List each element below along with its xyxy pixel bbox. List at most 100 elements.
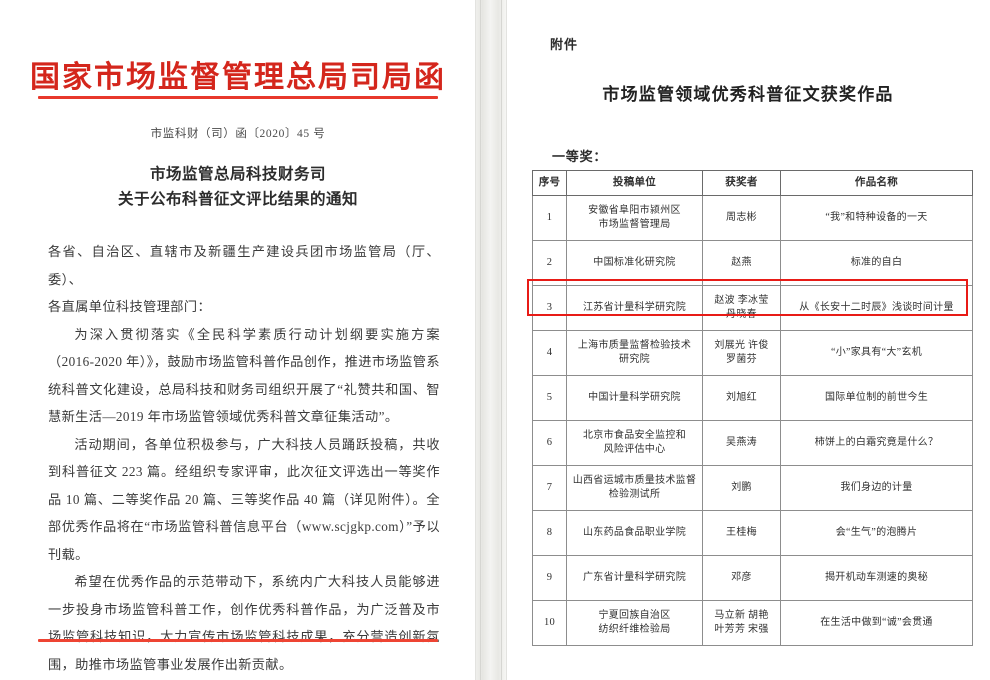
cell-no: 4 bbox=[532, 330, 567, 376]
cell-work-title: 会“生气”的泡腾片 bbox=[780, 510, 973, 556]
cell-unit: 山东药品食品职业学院 bbox=[566, 510, 703, 556]
cell-unit-line-1: 山西省运城市质量技术监督 bbox=[572, 475, 697, 486]
award-table-container: 序号 投稿单位 获奖者 作品名称 1 安徽省阜阳市颍州区 市场监督管理局 周志彬 “我”… bbox=[532, 170, 973, 646]
attachment-label: 附件 bbox=[550, 37, 579, 52]
right-page: 附件 市场监管领域优秀科普征文获奖作品 一等奖： 序号 投稿单位 获奖者 作品名… bbox=[506, 0, 990, 680]
footer-red-rule bbox=[38, 639, 438, 642]
cell-winner: 邓彦 bbox=[702, 555, 781, 601]
left-page: 国家市场监督管理总局司局函 市监科财（司）函〔2020〕45 号 市场监管总局科… bbox=[0, 0, 476, 680]
cell-no: 2 bbox=[532, 240, 567, 286]
table-row: 3 江苏省计量科学研究院 赵波 李冰莹 丹晓春 从《长安十二时辰》浅谈时间计量 bbox=[532, 285, 973, 331]
letterhead-red-rule bbox=[38, 96, 438, 99]
cell-unit-line-1: 北京市食品安全监控和 bbox=[583, 430, 686, 441]
cell-winner-line-2: 罗菌芬 bbox=[726, 354, 757, 365]
notice-title-line-1: 市场监管总局科技财务司 bbox=[149, 166, 326, 183]
cell-unit: 安徽省阜阳市颍州区 市场监督管理局 bbox=[566, 195, 703, 241]
table-row: 6 北京市食品安全监控和 风险评估中心 吴燕涛 柿饼上的白霜究竟是什么？ bbox=[532, 420, 973, 466]
cell-no: 3 bbox=[532, 285, 567, 331]
cell-unit-line-1: 中国计量科学研究院 bbox=[588, 392, 681, 403]
cell-unit: 宁夏回族自治区 纺织纤维检验局 bbox=[566, 600, 703, 646]
cell-winner: 刘展光 许俊 罗菌芬 bbox=[702, 330, 781, 376]
cell-unit-line-1: 广东省计量科学研究院 bbox=[583, 572, 686, 583]
cell-unit-line-1: 宁夏回族自治区 bbox=[598, 610, 671, 621]
cell-unit-line-2: 市场监督管理局 bbox=[598, 219, 671, 230]
cell-winner: 王桂梅 bbox=[702, 510, 781, 556]
cell-unit-line-2: 研究院 bbox=[619, 354, 650, 365]
cell-unit-line-1: 山东药品食品职业学院 bbox=[583, 527, 686, 538]
table-header-row: 序号 投稿单位 获奖者 作品名称 bbox=[532, 170, 973, 196]
cell-unit-line-1: 江苏省计量科学研究院 bbox=[583, 302, 686, 313]
column-header-no: 序号 bbox=[532, 170, 567, 196]
notice-title-line-2: 关于公布科普征文评比结果的通知 bbox=[117, 191, 358, 208]
cell-winner-line-1: 周志彬 bbox=[726, 212, 757, 223]
cell-unit-line-2: 检验测试所 bbox=[608, 489, 661, 500]
table-row: 10 宁夏回族自治区 纺织纤维检验局 马立新 胡艳 叶芳芳 宋强 在生活中做到“诚”会贯通 bbox=[532, 600, 973, 646]
letterhead-title: 国家市场监督管理总局司局函 bbox=[30, 61, 446, 94]
body-paragraph-1: 为深入贯彻落实《全民科学素质行动计划纲要实施方案（2016-2020 年）》，鼓… bbox=[48, 326, 440, 425]
cell-winner-line-1: 刘展光 许俊 bbox=[714, 340, 769, 351]
cell-no: 8 bbox=[532, 510, 567, 556]
cell-winner: 周志彬 bbox=[702, 195, 781, 241]
cell-winner-line-2: 丹晓春 bbox=[726, 309, 757, 320]
cell-work-title: 标准的自白 bbox=[780, 240, 973, 286]
cell-unit: 江苏省计量科学研究院 bbox=[566, 285, 703, 331]
column-header-winner: 获奖者 bbox=[702, 170, 781, 196]
cell-winner: 刘旭红 bbox=[702, 375, 781, 421]
cell-work-title: 国际单位制的前世今生 bbox=[780, 375, 973, 421]
cell-unit: 上海市质量监督检验技术 研究院 bbox=[566, 330, 703, 376]
cell-unit-line-1: 中国标准化研究院 bbox=[593, 257, 676, 268]
table-row: 2 中国标准化研究院 赵燕 标准的自白 bbox=[532, 240, 973, 286]
cell-work-title: 我们身边的计量 bbox=[780, 465, 973, 511]
column-header-unit: 投稿单位 bbox=[566, 170, 703, 196]
table-row: 8 山东药品食品职业学院 王桂梅 会“生气”的泡腾片 bbox=[532, 510, 973, 556]
gutter-edge-left bbox=[480, 0, 481, 680]
cell-no: 5 bbox=[532, 375, 567, 421]
notice-body: 各省、自治区、直辖市及新疆生产建设兵团市场监管局（厅、委）、 各直属单位科技管理… bbox=[48, 238, 440, 678]
cell-winner-line-1: 赵燕 bbox=[731, 257, 752, 268]
notice-title: 市场监管总局科技财务司 关于公布科普征文评比结果的通知 bbox=[40, 162, 436, 212]
cell-work-title: 柿饼上的白霜究竟是什么？ bbox=[780, 420, 973, 466]
cell-unit-line-1: 上海市质量监督检验技术 bbox=[577, 340, 692, 351]
cell-unit: 北京市食品安全监控和 风险评估中心 bbox=[566, 420, 703, 466]
cell-winner-line-1: 赵波 李冰莹 bbox=[714, 295, 769, 306]
cell-winner-line-1: 王桂梅 bbox=[726, 527, 757, 538]
cell-unit-line-2: 纺织纤维检验局 bbox=[598, 624, 671, 635]
cell-winner: 刘鹏 bbox=[702, 465, 781, 511]
cell-winner-line-1: 马立新 胡艳 bbox=[714, 610, 769, 621]
document-number: 市监科财（司）函〔2020〕45 号 bbox=[150, 128, 326, 140]
body-paragraph-2: 活动期间，各单位积极参与，广大科技人员踊跃投稿，共收到科普征文 223 篇。经组… bbox=[48, 436, 440, 562]
cell-winner: 赵燕 bbox=[702, 240, 781, 286]
cell-winner: 赵波 李冰莹 丹晓春 bbox=[702, 285, 781, 331]
cell-no: 10 bbox=[532, 600, 567, 646]
column-header-title: 作品名称 bbox=[780, 170, 973, 196]
cell-work-title: “小”家具有“大”玄机 bbox=[780, 330, 973, 376]
cell-unit-line-1: 安徽省阜阳市颍州区 bbox=[588, 205, 681, 216]
cell-unit: 中国计量科学研究院 bbox=[566, 375, 703, 421]
cell-winner-line-2: 叶芳芳 宋强 bbox=[714, 624, 769, 635]
body-paragraph-3: 希望在优秀作品的示范带动下，系统内广大科技人员能够进一步投身市场监管科普工作，创… bbox=[48, 574, 440, 672]
cell-work-title: 在生活中做到“诚”会贯通 bbox=[780, 600, 973, 646]
cell-winner-line-1: 刘旭红 bbox=[726, 392, 757, 403]
cell-winner: 马立新 胡艳 叶芳芳 宋强 bbox=[702, 600, 781, 646]
table-row: 7 山西省运城市质量技术监督 检验测试所 刘鹏 我们身边的计量 bbox=[532, 465, 973, 511]
cell-unit: 山西省运城市质量技术监督 检验测试所 bbox=[566, 465, 703, 511]
page-gutter bbox=[476, 0, 506, 680]
cell-unit: 广东省计量科学研究院 bbox=[566, 555, 703, 601]
cell-winner-line-1: 邓彦 bbox=[731, 572, 752, 583]
table-row: 9 广东省计量科学研究院 邓彦 揭开机动车测速的奥秘 bbox=[532, 555, 973, 601]
cell-unit: 中国标准化研究院 bbox=[566, 240, 703, 286]
cell-no: 7 bbox=[532, 465, 567, 511]
award-table: 序号 投稿单位 获奖者 作品名称 1 安徽省阜阳市颍州区 市场监督管理局 周志彬 “我”… bbox=[532, 170, 973, 646]
cell-work-title: 揭开机动车测速的奥秘 bbox=[780, 555, 973, 601]
award-table-body: 1 安徽省阜阳市颍州区 市场监督管理局 周志彬 “我”和特种设备的一天 2 中国标准化研究院… bbox=[532, 195, 973, 646]
cell-work-title: 从《长安十二时辰》浅谈时间计量 bbox=[780, 285, 973, 331]
body-paragraph-addressee-2: 各直属单位科技管理部门： bbox=[48, 299, 212, 314]
table-row: 4 上海市质量监督检验技术 研究院 刘展光 许俊 罗菌芬 “小”家具有“大”玄机 bbox=[532, 330, 973, 376]
cell-unit-line-2: 风险评估中心 bbox=[603, 444, 666, 455]
first-prize-label: 一等奖： bbox=[552, 149, 608, 164]
cell-no: 1 bbox=[532, 195, 567, 241]
body-paragraph-addressee-1: 各省、自治区、直辖市及新疆生产建设兵团市场监管局（厅、委）、 bbox=[48, 244, 440, 287]
cell-winner-line-1: 吴燕涛 bbox=[726, 437, 757, 448]
cell-no: 6 bbox=[532, 420, 567, 466]
